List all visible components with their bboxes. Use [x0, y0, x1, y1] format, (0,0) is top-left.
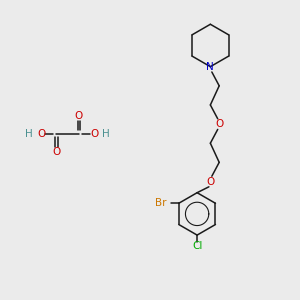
Text: O: O: [90, 129, 98, 139]
Text: Cl: Cl: [192, 241, 202, 251]
Text: O: O: [75, 110, 83, 121]
Text: O: O: [52, 147, 61, 157]
Text: H: H: [26, 129, 33, 139]
Text: O: O: [206, 176, 214, 187]
Text: O: O: [37, 129, 45, 139]
Text: O: O: [215, 119, 223, 129]
Text: N: N: [206, 62, 214, 72]
Text: H: H: [102, 129, 110, 139]
Text: Br: Br: [155, 198, 167, 208]
